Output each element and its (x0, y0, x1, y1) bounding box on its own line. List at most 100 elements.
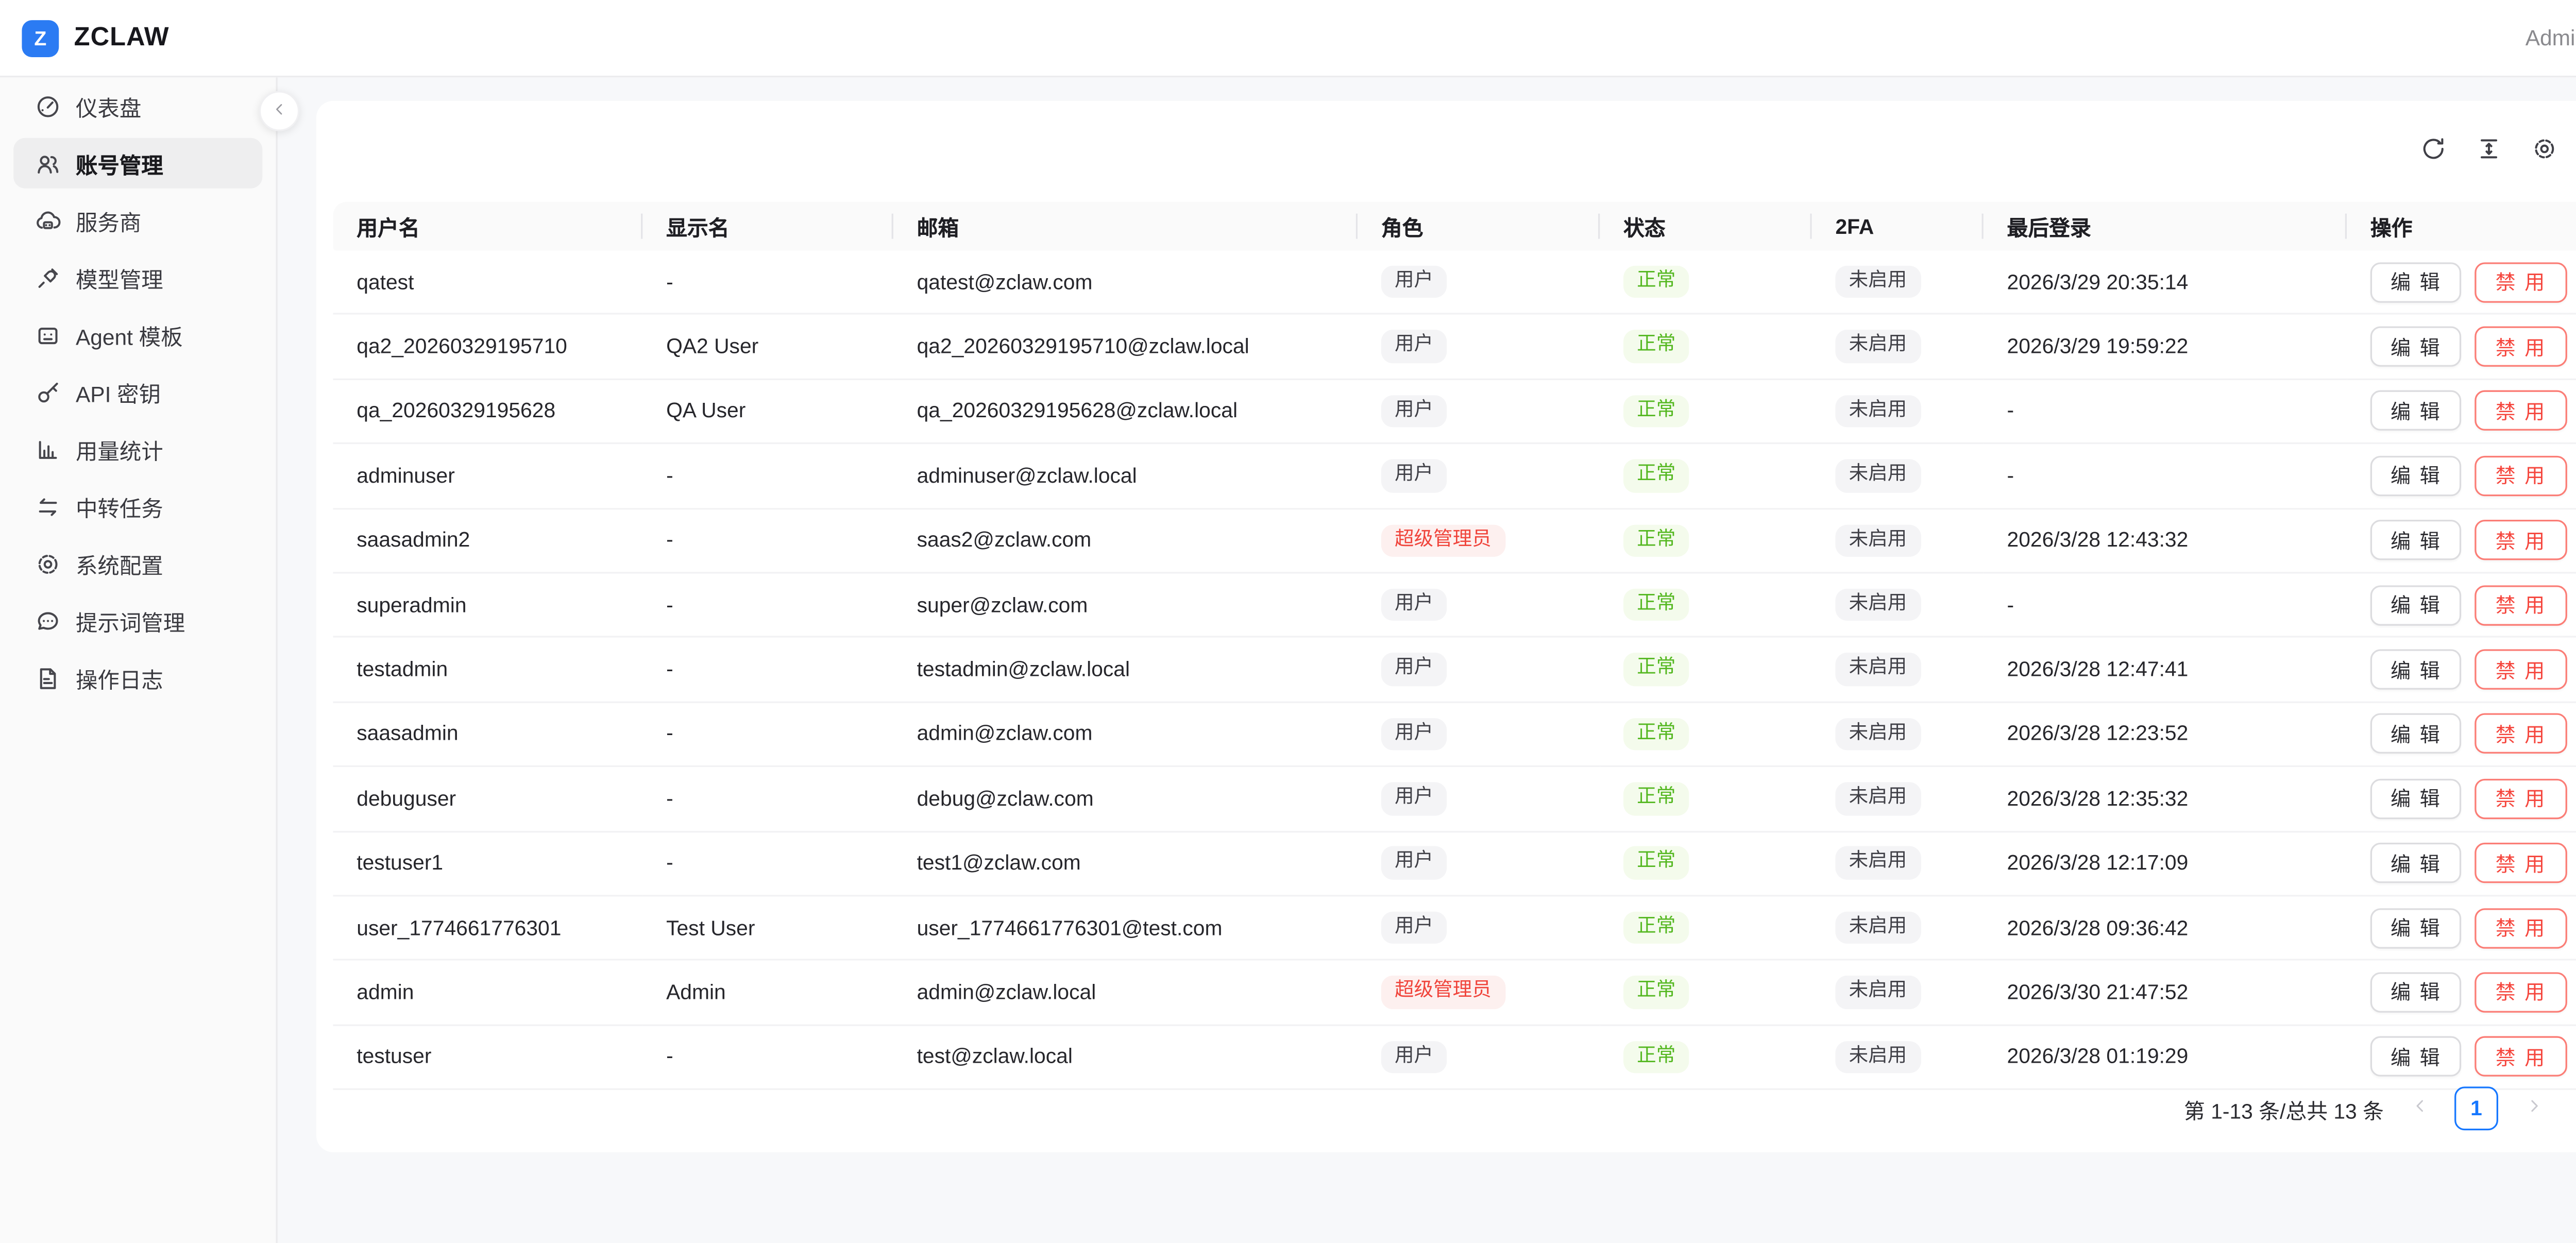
table-row: testuser1- test1@zclaw.com 用户 正常 未启用 2026/3/2… (333, 831, 2576, 897)
role-tag: 超级管理员 (1381, 524, 1505, 557)
table-row: adminuser - adminuser@zclaw.local 用户 正常 未启用 - 编… (333, 443, 2576, 509)
sidebar-item-models[interactable]: 模型管理 (13, 252, 262, 303)
disable-button[interactable]: 禁 用 (2475, 649, 2567, 690)
role-cell: 用户 (1358, 572, 1600, 638)
sidebar-item-logs[interactable]: 操作日志 (13, 653, 262, 703)
twofa-cell: 未启用 (1811, 379, 1984, 445)
sidebar-item-label: 提示词管理 (75, 609, 185, 635)
actions-cell: 编 辑禁 用 (2347, 1025, 2576, 1091)
sidebar-item-usage[interactable]: 用量统计 (13, 424, 262, 474)
disable-button[interactable]: 禁 用 (2475, 1036, 2567, 1078)
status-cell: 正常 (1600, 702, 1812, 768)
page-button[interactable]: 1 (2454, 1086, 2498, 1131)
edit-button[interactable]: 编 辑 (2370, 843, 2462, 883)
edit-button[interactable]: 编 辑 (2370, 585, 2462, 625)
chevron-left-icon (2410, 1097, 2429, 1120)
edit-button[interactable]: 编 辑 (2370, 713, 2462, 755)
sidebar-item-providers[interactable]: 服务商 (13, 195, 262, 246)
table-row: qatest - qatest@zclaw.com 用户 正常 未启用 2026/3/29 … (333, 250, 2576, 315)
edit-button[interactable]: 编 辑 (2370, 520, 2462, 561)
table-row: debuguser - debug@zclaw.com 用户 正常 未启用 2026/3/2… (333, 766, 2576, 832)
status-tag: 正常 (1623, 718, 1689, 751)
status-cell: 正常 (1600, 637, 1812, 703)
disable-button[interactable]: 禁 用 (2475, 455, 2567, 496)
sidebar-item-prompts[interactable]: 提示词管理 (13, 595, 262, 646)
disable-button[interactable]: 禁 用 (2475, 972, 2567, 1013)
sidebar-item-label: 操作日志 (75, 667, 163, 692)
status-cell: 正常 (1600, 443, 1812, 509)
disable-button[interactable]: 禁 用 (2475, 907, 2567, 948)
status-cell: 正常 (1600, 572, 1812, 638)
sidebar-item-dashboard[interactable]: 仪表盘 (13, 81, 262, 131)
cloud-server-icon (36, 208, 61, 233)
sidebar-item-api-keys[interactable]: API 密钥 (13, 367, 262, 417)
edit-button[interactable]: 编 辑 (2370, 326, 2462, 367)
disable-button[interactable]: 禁 用 (2475, 713, 2567, 755)
main-content: 用户名 显示名 邮箱 角色 状态 2FA 最后登录 操作 qatest - qatest@zcla… (279, 77, 2576, 1243)
disable-button[interactable]: 禁 用 (2475, 585, 2567, 625)
disable-button[interactable]: 禁 用 (2475, 520, 2567, 561)
last-login-cell: - (1983, 572, 2347, 638)
table-header-row: 用户名 显示名 邮箱 角色 状态 2FA 最后登录 操作 (333, 201, 2576, 251)
status-tag: 正常 (1623, 911, 1689, 944)
disable-button[interactable]: 禁 用 (2475, 262, 2567, 302)
actions-cell: 编 辑禁 用 (2347, 314, 2576, 380)
display-name-cell: Test User (642, 895, 893, 961)
sidebar-item-accounts[interactable]: 账号管理 (13, 138, 263, 189)
refresh-icon[interactable] (2419, 134, 2446, 161)
edit-button[interactable]: 编 辑 (2370, 649, 2462, 690)
disable-button[interactable]: 禁 用 (2475, 778, 2567, 819)
settings-icon[interactable] (2530, 134, 2557, 161)
sidebar-item-system-config[interactable]: 系统配置 (13, 538, 262, 589)
twofa-tag: 未启用 (1835, 976, 1921, 1009)
next-page-button[interactable] (2513, 1088, 2553, 1129)
twofa-tag: 未启用 (1835, 653, 1921, 686)
user-menu[interactable]: Admin (2525, 25, 2576, 50)
role-cell: 用户 (1358, 314, 1600, 380)
edit-button[interactable]: 编 辑 (2370, 1036, 2462, 1078)
status-tag: 正常 (1623, 782, 1689, 815)
disable-button[interactable]: 禁 用 (2475, 326, 2567, 367)
sidebar-item-relay-tasks[interactable]: 中转任务 (13, 481, 262, 532)
email-cell: testadmin@zclaw.local (893, 637, 1358, 703)
last-login-cell: - (1983, 379, 2347, 445)
sidebar-item-agent-templates[interactable]: Agent 模板 (13, 310, 262, 360)
twofa-cell: 未启用 (1811, 572, 1984, 638)
twofa-cell: 未启用 (1811, 702, 1984, 768)
edit-button[interactable]: 编 辑 (2370, 907, 2462, 948)
email-cell: admin@zclaw.com (893, 702, 1358, 768)
dashboard-icon (36, 93, 61, 118)
collapse-sidebar-button[interactable] (259, 91, 300, 131)
column-height-icon[interactable] (2475, 134, 2501, 161)
actions-cell: 编 辑禁 用 (2347, 637, 2576, 703)
twofa-cell: 未启用 (1811, 766, 1984, 832)
logo-letter: Z (34, 26, 47, 50)
username-cell: qatest (333, 250, 643, 315)
edit-button[interactable]: 编 辑 (2370, 391, 2462, 432)
twofa-tag: 未启用 (1835, 395, 1921, 428)
last-login-cell: 2026/3/28 12:43:32 (1983, 508, 2347, 574)
email-cell: debug@zclaw.com (893, 766, 1358, 832)
edit-button[interactable]: 编 辑 (2370, 778, 2462, 819)
prev-page-button[interactable] (2399, 1088, 2439, 1129)
column-header: 2FA (1811, 201, 1984, 251)
status-cell: 正常 (1600, 1025, 1812, 1091)
username-cell: debuguser (333, 766, 643, 832)
disable-button[interactable]: 禁 用 (2475, 843, 2567, 883)
table-toolbar (2419, 134, 2557, 161)
role-tag: 用户 (1381, 846, 1447, 880)
disable-button[interactable]: 禁 用 (2475, 391, 2567, 432)
display-name-cell: - (642, 443, 893, 509)
email-cell: user_1774661776301@test.com (893, 895, 1358, 961)
twofa-tag: 未启用 (1835, 846, 1921, 880)
edit-button[interactable]: 编 辑 (2370, 972, 2462, 1013)
display-name-cell: - (642, 702, 893, 768)
actions-cell: 编 辑禁 用 (2347, 960, 2576, 1026)
actions-cell: 编 辑禁 用 (2347, 572, 2576, 638)
table-row: saasadmin2- saas2@zclaw.com 超级管理员 正常 未启用 2026… (333, 508, 2576, 574)
edit-button[interactable]: 编 辑 (2370, 262, 2462, 302)
sidebar-item-label: 系统配置 (75, 552, 163, 578)
display-name-cell: - (642, 250, 893, 315)
email-cell: adminuser@zclaw.local (893, 443, 1358, 509)
edit-button[interactable]: 编 辑 (2370, 455, 2462, 496)
